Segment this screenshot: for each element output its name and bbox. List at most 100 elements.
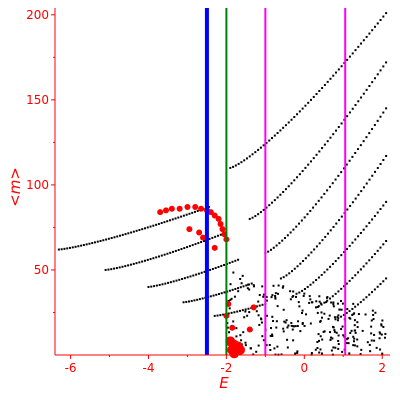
scatter-point bbox=[315, 300, 318, 303]
scatter-point bbox=[338, 308, 341, 311]
branch-point bbox=[348, 279, 351, 282]
branch-point bbox=[183, 247, 186, 250]
branch-point bbox=[296, 176, 299, 179]
red-point bbox=[219, 226, 226, 233]
branch-point bbox=[273, 199, 276, 202]
branch-point bbox=[286, 234, 289, 237]
branch-point bbox=[321, 147, 324, 150]
scatter-point bbox=[230, 297, 233, 300]
branch-point bbox=[379, 115, 382, 118]
branch-point bbox=[335, 71, 338, 74]
scatter-point bbox=[265, 344, 268, 347]
red-point bbox=[196, 229, 203, 236]
scatter-point bbox=[356, 345, 359, 348]
branch-point bbox=[284, 236, 287, 239]
branch-point bbox=[245, 284, 248, 287]
scatter-point bbox=[373, 333, 376, 336]
scatter-point bbox=[342, 334, 345, 337]
scatter-point bbox=[347, 337, 350, 340]
branch-point bbox=[351, 277, 354, 280]
scatter-point bbox=[380, 333, 383, 336]
scatter-point bbox=[296, 351, 299, 354]
branch-point bbox=[138, 261, 141, 264]
scatter-point bbox=[291, 328, 294, 331]
branch-point bbox=[371, 291, 374, 294]
branch-point bbox=[188, 300, 190, 303]
scatter-point bbox=[286, 338, 289, 341]
branch-point bbox=[244, 308, 247, 311]
branch-point bbox=[209, 268, 212, 271]
branch-point bbox=[382, 204, 385, 207]
scatter-point bbox=[368, 343, 371, 346]
scatter-point bbox=[327, 317, 330, 320]
scatter-point bbox=[345, 338, 348, 341]
branch-point bbox=[143, 227, 146, 230]
branch-point bbox=[376, 285, 379, 288]
branch-point bbox=[317, 305, 320, 308]
branch-point bbox=[306, 213, 309, 216]
branch-point bbox=[269, 248, 272, 251]
scatter-point bbox=[353, 337, 356, 340]
branch-point bbox=[212, 294, 215, 297]
branch-point bbox=[192, 274, 195, 277]
branch-point bbox=[299, 262, 302, 265]
scatter-point bbox=[239, 277, 242, 280]
scatter-point bbox=[336, 316, 339, 319]
scatter-point bbox=[337, 347, 340, 350]
branch-point bbox=[346, 115, 349, 118]
x-tick-label: -4 bbox=[143, 361, 155, 375]
branch-point bbox=[110, 268, 113, 271]
branch-point bbox=[357, 193, 360, 196]
scatter-point bbox=[316, 346, 319, 349]
branch-point bbox=[332, 74, 335, 77]
scatter-point bbox=[340, 308, 343, 311]
scatter-point bbox=[330, 301, 333, 304]
branch-point bbox=[201, 297, 204, 300]
scatter-point bbox=[309, 322, 312, 325]
scatter-point bbox=[375, 346, 378, 349]
scatter-point bbox=[272, 320, 275, 323]
scatter-point bbox=[290, 321, 293, 324]
branch-point bbox=[186, 276, 189, 279]
branch-point bbox=[303, 287, 306, 290]
scatter-point bbox=[379, 348, 382, 351]
scatter-point bbox=[325, 301, 328, 304]
branch-point bbox=[185, 300, 188, 303]
branch-point bbox=[265, 206, 268, 209]
branch-point bbox=[359, 231, 362, 234]
scatter-point bbox=[369, 350, 372, 353]
scatter-point bbox=[337, 314, 340, 317]
scatter-point bbox=[241, 274, 244, 277]
branch-point bbox=[348, 159, 351, 162]
branch-point bbox=[213, 314, 216, 317]
branch-point bbox=[314, 306, 317, 309]
scatter-point bbox=[379, 332, 382, 335]
scatter-point bbox=[340, 328, 343, 331]
branch-point bbox=[234, 287, 237, 290]
branch-point bbox=[362, 92, 365, 95]
scatter-point bbox=[319, 348, 322, 351]
branch-point bbox=[309, 209, 312, 212]
branch-point bbox=[323, 143, 326, 146]
scatter-point bbox=[303, 292, 306, 295]
branch-point bbox=[93, 241, 96, 244]
scatter-point bbox=[329, 331, 332, 334]
branch-point bbox=[295, 292, 298, 295]
branch-point bbox=[298, 222, 301, 225]
branch-point bbox=[320, 273, 323, 276]
branch-point bbox=[290, 118, 293, 121]
branch-point bbox=[301, 107, 304, 110]
branch-point bbox=[141, 260, 144, 263]
branch-point bbox=[233, 311, 236, 314]
branch-point bbox=[171, 218, 174, 221]
branch-point bbox=[318, 242, 321, 245]
branch-point bbox=[279, 277, 282, 280]
branch-point bbox=[340, 215, 343, 218]
branch-point bbox=[174, 249, 177, 252]
red-point bbox=[217, 221, 224, 228]
branch-point bbox=[177, 248, 180, 251]
red-point bbox=[250, 304, 257, 311]
scatter-point bbox=[294, 325, 297, 328]
scatter-point bbox=[370, 319, 373, 322]
branch-point bbox=[373, 215, 376, 218]
